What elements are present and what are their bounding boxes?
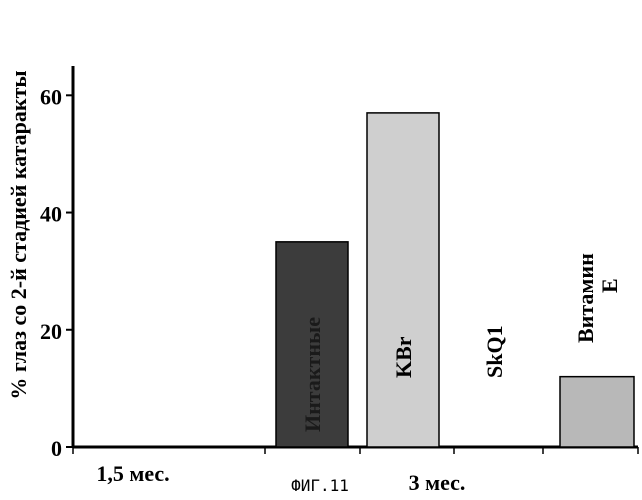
bar-3 [560,377,634,447]
x-group-label: 3 мес. [409,470,466,495]
bar-label: KBr [391,336,416,378]
y-tick-label: 0 [51,436,62,461]
y-tick-label: 40 [40,202,62,227]
y-axis-label: % глаз со 2-й стадией катаракты [6,70,31,399]
bar-label: ВитаминЕ [573,253,622,343]
figure-caption: ФИГ.11 [291,476,349,495]
bar-label: SkQ1 [482,325,507,378]
y-tick-label: 60 [40,84,62,109]
bar-label: Интактные [300,317,325,432]
y-tick-label: 20 [40,319,62,344]
x-labels: 1,5 мес. 3 мес. [96,461,465,495]
bar-1 [367,113,439,447]
x-group-label: 1,5 мес. [96,461,169,486]
